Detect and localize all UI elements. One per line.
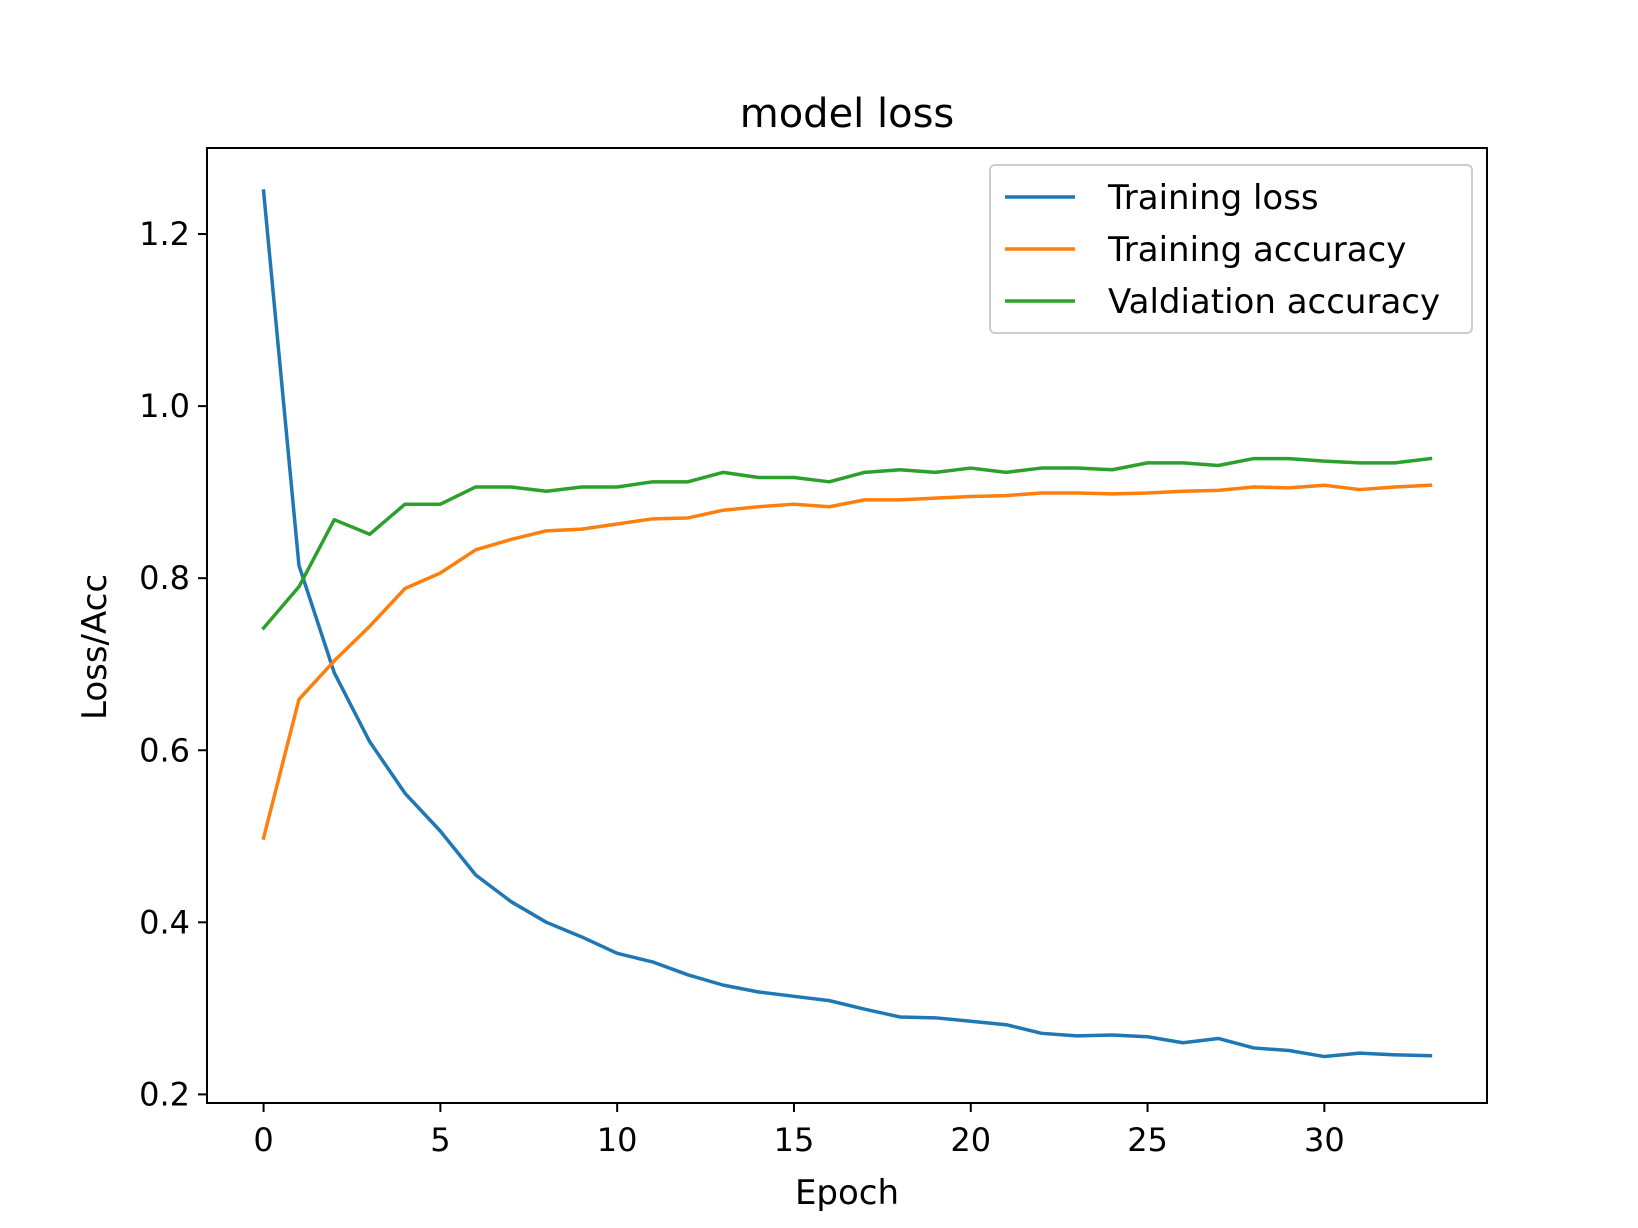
x-tick-label: 30 (1304, 1121, 1345, 1159)
legend-label-1: Training loss (1107, 178, 1319, 218)
legend-label-2: Training accuracy (1107, 230, 1406, 270)
chart-title: model loss (740, 91, 955, 137)
plot-area (261, 189, 1433, 1059)
legend-box (989, 164, 1473, 334)
x-tick-label: 0 (253, 1121, 273, 1159)
y-tick-label: 0.6 (139, 731, 190, 769)
y-tick-label: 1.0 (139, 387, 190, 425)
y-axis-label: Loss/Acc (75, 574, 115, 720)
x-tick-label: 15 (774, 1121, 815, 1159)
y-tick-label: 1.2 (139, 215, 190, 253)
series-line-1 (261, 189, 1433, 1059)
series-line-3 (261, 456, 1433, 631)
y-tick-label: 0.4 (139, 903, 190, 941)
legend: Training loss Training accuracy Valdiation… (989, 164, 1473, 334)
x-tick-label: 20 (950, 1121, 991, 1159)
x-tick-label: 10 (597, 1121, 638, 1159)
x-tick-label: 5 (430, 1121, 450, 1159)
x-axis-label: Epoch (795, 1173, 899, 1213)
axes: 0 5 10 15 20 25 30 0.2 0.4 0.6 0.8 1.0 1.2 (139, 147, 1488, 1159)
x-tick-label: 25 (1127, 1121, 1168, 1159)
series-line-2 (261, 483, 1433, 841)
legend-label-3: Valdiation accuracy (1108, 282, 1440, 322)
axes-frame (206, 147, 1488, 1104)
y-tick-label: 0.8 (139, 559, 190, 597)
y-tick-label: 0.2 (139, 1075, 190, 1113)
